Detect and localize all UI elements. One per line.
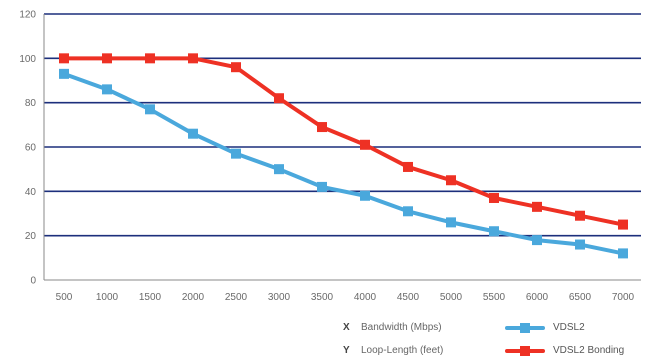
data-point-vdsl2 — [145, 104, 155, 115]
y-tick-label: 60 — [25, 143, 37, 154]
x-tick-labels: 500 1000 1500 2000 2500 3000 3500 4000 4500 5000 5… — [56, 292, 635, 303]
x-axis-key-letter: X — [343, 322, 350, 333]
y-axis-description: Loop-Length (feet) — [361, 345, 444, 356]
data-point-vdsl2-bonding — [532, 201, 542, 212]
data-point-vdsl2 — [403, 206, 413, 217]
y-tick-label: 80 — [25, 98, 37, 109]
x-tick-label: 6500 — [569, 292, 592, 303]
x-axis-description: Bandwidth (Mbps) — [361, 322, 442, 333]
y-tick-label: 100 — [19, 54, 36, 65]
legend-swatch-vdsl2-bonding — [505, 345, 545, 356]
data-point-vdsl2-bonding — [575, 210, 585, 221]
data-point-vdsl2-bonding — [360, 139, 370, 150]
data-point-vdsl2-bonding — [274, 93, 284, 104]
data-point-vdsl2 — [188, 128, 198, 139]
x-tick-label: 7000 — [612, 292, 635, 303]
y-tick-label: 0 — [30, 276, 36, 287]
y-tick-label: 40 — [25, 187, 37, 198]
data-point-vdsl2 — [618, 248, 628, 259]
x-tick-label: 5000 — [440, 292, 463, 303]
y-tick-labels: 0 20 40 60 80 100 120 — [19, 10, 36, 287]
data-point-vdsl2 — [317, 181, 327, 192]
data-point-vdsl2-bonding — [145, 53, 155, 64]
x-tick-label: 2000 — [182, 292, 205, 303]
legend-label-vdsl2: VDSL2 — [553, 322, 585, 333]
data-point-vdsl2-bonding — [618, 219, 628, 230]
data-point-vdsl2 — [446, 217, 456, 228]
data-point-vdsl2 — [59, 68, 69, 79]
x-tick-label: 5500 — [483, 292, 506, 303]
legend-swatch-vdsl2 — [505, 322, 545, 333]
series-line-vdsl2-bonding — [62, 56, 625, 227]
data-point-vdsl2 — [489, 226, 499, 237]
data-point-vdsl2-bonding — [59, 53, 69, 64]
y-axis-key: Y Loop-Length (feet) — [343, 345, 443, 356]
y-tick-label: 120 — [19, 10, 36, 21]
data-point-vdsl2-bonding — [403, 161, 413, 172]
series-line-vdsl2 — [62, 71, 625, 256]
data-point-vdsl2-bonding — [446, 175, 456, 186]
legend-item-vdsl2: VDSL2 — [505, 322, 585, 333]
x-tick-label: 4000 — [354, 292, 377, 303]
y-tick-label: 20 — [25, 231, 37, 242]
data-point-vdsl2 — [532, 235, 542, 246]
data-point-vdsl2 — [102, 84, 112, 95]
x-tick-label: 2500 — [225, 292, 248, 303]
data-point-vdsl2-bonding — [489, 192, 499, 203]
legend-item-vdsl2-bonding: VDSL2 Bonding — [505, 345, 624, 356]
data-point-vdsl2-bonding — [231, 62, 241, 73]
legend-label-vdsl2-bonding: VDSL2 Bonding — [553, 345, 625, 356]
y-axis-key-letter: Y — [343, 345, 350, 356]
x-tick-label: 1500 — [139, 292, 162, 303]
data-point-vdsl2 — [360, 190, 370, 201]
x-tick-label: 500 — [56, 292, 73, 303]
series — [59, 53, 628, 259]
gridlines — [44, 13, 641, 237]
data-point-vdsl2 — [274, 164, 284, 175]
x-tick-label: 3500 — [311, 292, 334, 303]
data-point-vdsl2 — [575, 239, 585, 250]
x-tick-label: 3000 — [268, 292, 291, 303]
axes — [43, 14, 641, 281]
x-tick-label: 4500 — [397, 292, 420, 303]
x-tick-label: 6000 — [526, 292, 549, 303]
x-tick-label: 1000 — [96, 292, 119, 303]
data-point-vdsl2-bonding — [188, 53, 198, 64]
data-point-vdsl2 — [231, 148, 241, 159]
x-axis-key: X Bandwidth (Mbps) — [343, 322, 442, 333]
data-point-vdsl2-bonding — [317, 122, 327, 133]
data-point-vdsl2-bonding — [102, 53, 112, 64]
